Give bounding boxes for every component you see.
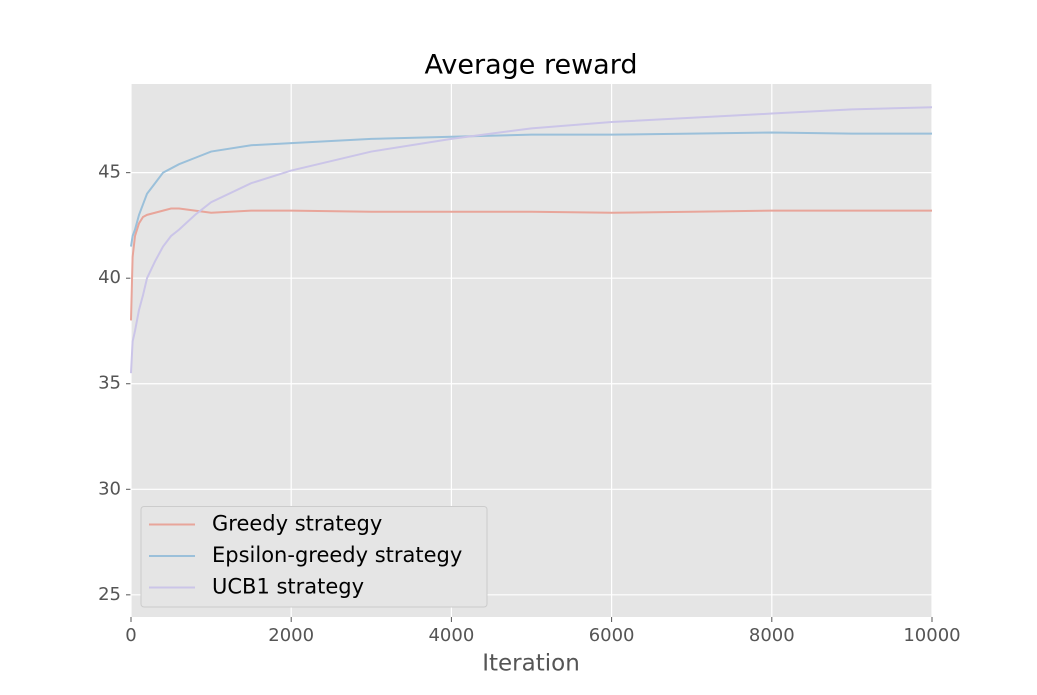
x-tick-label: 4000 [428, 625, 474, 646]
x-tick-label: 10000 [903, 625, 960, 646]
legend-box [140, 506, 488, 608]
series-line [130, 207, 932, 321]
legend: Greedy strategy Epsilon-greedy strategy UC… [140, 506, 488, 608]
y-tick-label: 45 [98, 162, 121, 183]
legend-label: UCB1 strategy [212, 575, 364, 599]
x-axis-label: Iteration [482, 651, 580, 677]
y-tick-label: 30 [98, 478, 121, 499]
series-line [130, 106, 933, 374]
chart-title: Average reward [425, 50, 638, 81]
x-tick-label: 8000 [749, 625, 795, 646]
x-tick-label: 6000 [589, 625, 635, 646]
x-tick-label: 0 [125, 625, 136, 646]
y-tick-label: 25 [98, 584, 121, 605]
x-tick-label: 2000 [268, 625, 314, 646]
y-tick-label: 40 [98, 267, 121, 288]
legend-label: Greedy strategy [212, 512, 382, 536]
legend-label: Epsilon-greedy strategy [212, 543, 462, 567]
series-line [130, 131, 932, 247]
y-tick-label: 35 [98, 373, 121, 394]
